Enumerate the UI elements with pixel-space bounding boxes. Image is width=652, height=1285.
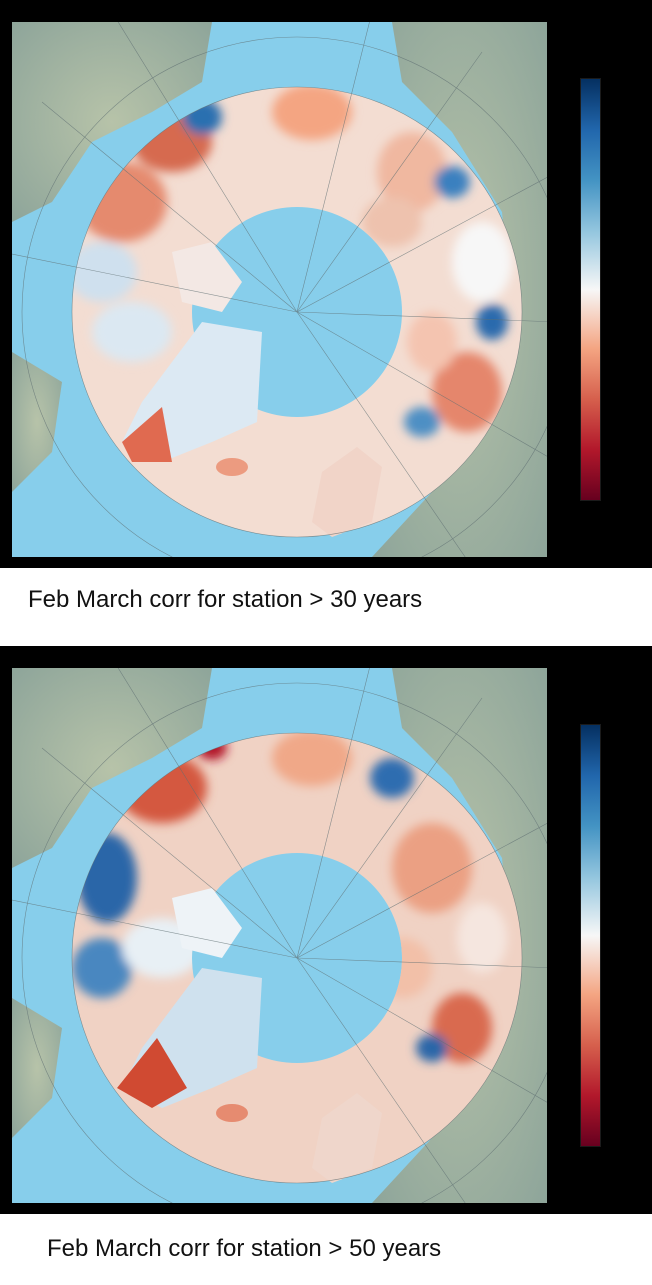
land-north-america [12, 668, 212, 868]
greenland-south [117, 1038, 187, 1108]
land-asia [372, 668, 547, 1203]
scandinavia [312, 447, 382, 537]
greenland-south-tip [122, 407, 172, 462]
caption-50-years: Feb March corr for station > 50 years [47, 1235, 442, 1262]
map-panel-30-years [0, 0, 652, 568]
iceland [216, 458, 248, 476]
iceland [216, 1104, 248, 1122]
map-panel-50-years [0, 646, 652, 1214]
land-west [12, 352, 62, 492]
scandinavia [312, 1093, 382, 1183]
correlation-field [72, 87, 522, 537]
colorbar-50-years [580, 724, 601, 1147]
land-north-america [12, 22, 212, 222]
land-west [12, 998, 62, 1138]
caption-30-years: Feb March corr for station > 30 years [28, 586, 423, 613]
graticule [12, 668, 547, 1203]
polar-map-30-years [12, 22, 547, 557]
graticule [12, 22, 547, 557]
land-asia [372, 22, 547, 557]
polar-map-50-years [12, 668, 547, 1203]
arctic-islands [172, 888, 242, 958]
arctic-islands [172, 242, 242, 312]
colorbar-30-years [580, 78, 601, 501]
